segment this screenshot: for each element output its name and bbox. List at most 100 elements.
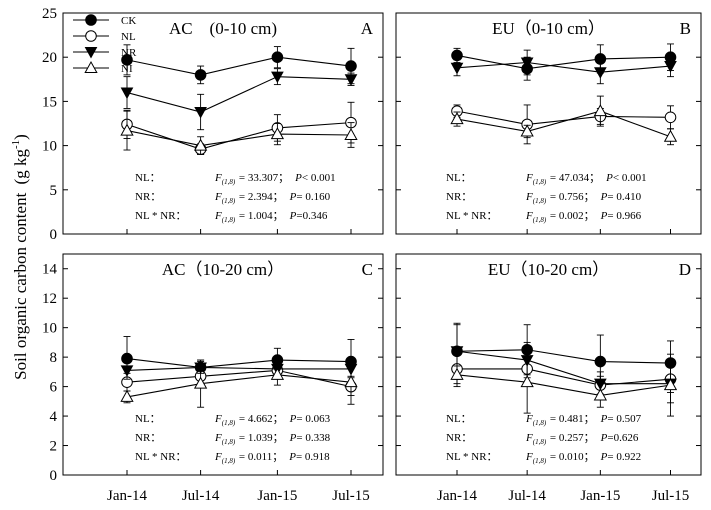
data-point: [270, 127, 285, 140]
data-point: [344, 127, 358, 140]
x-tick-label: Jan-15: [580, 488, 620, 504]
data-point: [344, 74, 358, 86]
legend-label: NI: [121, 63, 133, 75]
data-point: [121, 54, 133, 66]
series-CK: [121, 44, 357, 85]
series-line: [126, 366, 351, 371]
series-NI: [450, 95, 678, 146]
series-line: [456, 110, 671, 138]
stat-f: F(1,8) = 0.002； P= 0.966: [525, 210, 642, 224]
data-point: [593, 104, 607, 117]
series-line: [456, 110, 671, 125]
panel-title: EU（0-10 cm）: [492, 19, 605, 38]
y-tick-label: 6: [50, 380, 58, 396]
legend-marker: [85, 30, 97, 42]
data-point: [194, 107, 207, 119]
stat-term: NL：: [446, 413, 472, 425]
series-line: [456, 349, 671, 364]
x-tick-label: Jul-15: [332, 488, 370, 504]
stat-f: F(1,8) = 0.011； P= 0.918: [214, 451, 330, 465]
stat-f: F(1,8) = 0.756； P= 0.410: [525, 191, 642, 205]
legend-label: CK: [121, 15, 136, 27]
series-line: [126, 56, 352, 76]
stat-f: F(1,8) = 4.662； P= 0.063: [214, 413, 331, 427]
stat-term: NL * NR：: [135, 451, 187, 463]
x-tick-label: Jul-14: [508, 488, 546, 504]
series-line: [126, 130, 352, 147]
series-CK: [121, 336, 357, 385]
series-CK: [451, 43, 677, 81]
series-NI: [450, 350, 678, 417]
series-line: [126, 374, 352, 398]
y-axis-label: Soil organic carbon content (g kg-1): [10, 134, 30, 380]
panel-letter: C: [362, 260, 373, 279]
x-tick-label: Jan-15: [257, 488, 297, 504]
data-point: [450, 346, 464, 358]
series-line: [126, 358, 352, 368]
series-NL: [121, 101, 357, 155]
y-tick-label: 20: [42, 50, 57, 66]
stat-f: F(1,8) = 0.481； P= 0.507: [525, 413, 642, 427]
y-tick-label: 0: [50, 468, 58, 484]
y-tick-label: 10: [42, 139, 57, 155]
panel-A: 0 5 10 15 20 25 AC (0-10 cm) A NL： F(1,8) = 33.30…: [42, 6, 384, 243]
panel-title: EU（10-20 cm）: [488, 260, 609, 279]
y-tick-label: 12: [42, 291, 57, 307]
stat-f: F(1,8) = 1.039； P= 0.338: [214, 432, 331, 446]
data-point: [120, 365, 134, 377]
plot-frame: [62, 12, 384, 235]
stat-f: F(1,8) = 33.307； P< 0.001: [214, 172, 336, 186]
panel-letter: A: [361, 19, 374, 38]
legend-label: NR: [121, 47, 137, 59]
series-line: [456, 54, 671, 70]
data-point: [120, 123, 134, 136]
data-point: [120, 87, 134, 100]
panel-letter: D: [679, 260, 691, 279]
panel-C: 0 2 4 6 8 10 12 14 Jan-14 Jul-14 Jan-15 Jul-15 AC（10…: [42, 253, 384, 504]
y-tick-label: 0: [50, 227, 58, 243]
panel-B: EU（0-10 cm） B NL： F(1,8) = 47.034； P< 0.001 N…: [395, 12, 702, 235]
panel-letter: B: [680, 19, 691, 38]
y-tick-label: 2: [50, 439, 58, 455]
data-point: [664, 61, 677, 73]
data-point: [663, 378, 678, 391]
data-point: [345, 60, 357, 72]
legend-marker: [84, 60, 98, 73]
data-point: [120, 389, 134, 402]
data-point: [193, 376, 208, 389]
stat-f: F(1,8) = 1.004； P=0.346: [214, 210, 328, 224]
stat-term: NL：: [135, 172, 161, 184]
data-point: [194, 69, 207, 81]
stat-f: F(1,8) = 0.257； P=0.626: [525, 432, 639, 446]
plot-frame: [395, 253, 702, 476]
y-tick-label: 14: [42, 262, 58, 278]
data-point: [451, 49, 463, 62]
series-CK: [451, 322, 677, 389]
series-NL: [451, 350, 677, 395]
stat-term: NL：: [446, 172, 472, 184]
data-point: [520, 375, 534, 388]
y-tick-label: 5: [50, 183, 58, 199]
data-point: [450, 62, 464, 75]
series-NR: [450, 324, 677, 404]
panel-title: AC (0-10 cm): [169, 19, 277, 38]
stat-term: NR：: [446, 191, 472, 203]
stat-term: NL * NR：: [446, 451, 498, 463]
legend-marker: [84, 47, 98, 59]
x-tick-label: Jan-14: [107, 488, 147, 504]
data-point: [520, 124, 534, 137]
series-line: [126, 76, 352, 113]
data-point: [271, 51, 284, 64]
x-tick-label: Jul-14: [182, 488, 220, 504]
data-point: [593, 388, 607, 401]
y-tick-label: 8: [50, 350, 58, 366]
stat-term: NL * NR：: [446, 210, 498, 222]
stat-f: F(1,8) = 2.394； P= 0.160: [214, 191, 331, 205]
series-NI: [120, 359, 358, 408]
plot-frame: [395, 12, 702, 235]
data-point: [594, 67, 607, 79]
y-tick-label: 15: [42, 94, 57, 110]
y-tick-label: 25: [42, 6, 57, 22]
series-NR: [120, 68, 358, 131]
